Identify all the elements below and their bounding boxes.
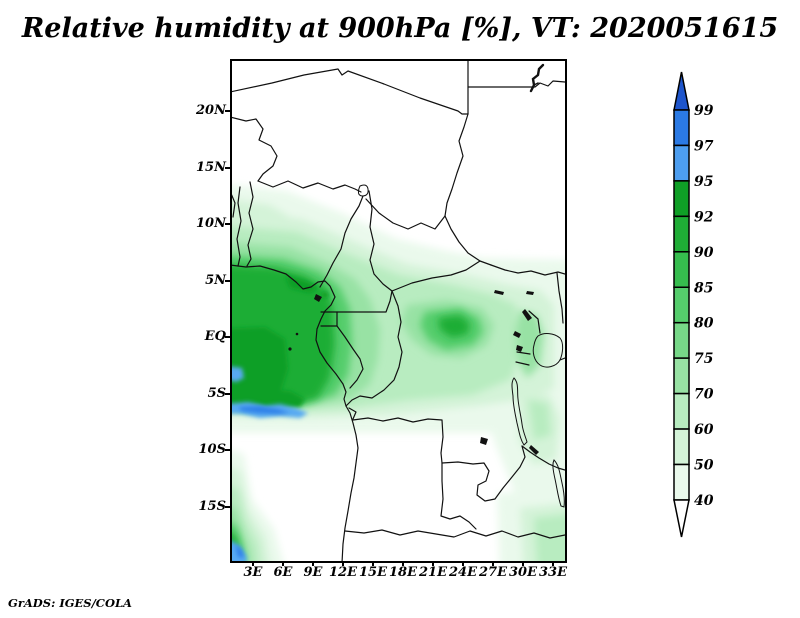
colorbar-label: 99 [694,103,714,119]
colorbar-label: 90 [694,245,714,261]
colorbar-segment [673,463,690,501]
colorbar-segment [673,144,690,182]
lon-tick [492,561,494,566]
lon-tick-label: 6E [273,565,293,580]
lat-tick-label: EQ [204,329,226,344]
colorbar-label: 40 [694,493,714,509]
lon-tick-label: 12E [329,565,357,580]
lon-tick-label: 3E [243,565,263,580]
colorbar-segment [673,428,690,466]
lon-tick [252,561,254,566]
colorbar-label: 80 [694,316,714,332]
lakes [288,290,565,508]
lat-tick [225,449,231,451]
colorbar-segment [673,215,690,253]
lat-tick-label: 20N [196,103,226,118]
lat-tick [225,223,231,225]
colorbar-arrow-top [673,71,690,111]
lat-tick [225,336,231,338]
lon-tick-label: 15E [359,565,387,580]
humidity-shading [232,184,565,561]
lon-tick [552,561,554,566]
lon-tick [462,561,464,566]
lon-tick [282,561,284,566]
lon-tick [312,561,314,566]
lat-tick-label: 15N [196,160,226,175]
colorbar-arrow-bottom [673,499,690,538]
colorbar-label: 92 [694,209,714,225]
lon-tick-label: 27E [479,565,507,580]
lon-tick [522,561,524,566]
lon-tick [402,561,404,566]
lat-tick [225,393,231,395]
lat-tick-label: 15S [198,499,226,514]
nile-river [529,63,545,93]
lat-tick-label: 5S [207,386,226,401]
lon-tick-label: 18E [389,565,417,580]
lon-tick-label: 33E [539,565,567,580]
colorbar-label: 75 [694,351,713,367]
colorbar-label: 97 [694,139,714,155]
lat-tick [225,506,231,508]
lat-tick [225,110,231,112]
lat-tick-label: 10N [196,216,226,231]
lon-tick [372,561,374,566]
lon-tick-label: 24E [449,565,477,580]
colorbar-segment [673,357,690,395]
country-borders [232,61,565,561]
colorbar-label: 70 [694,387,714,403]
lat-tick [225,280,231,282]
colorbar-segment [673,180,690,218]
plot-title: Relative humidity at 900hPa [%], VT: 202… [21,13,779,44]
lat-tick [225,167,231,169]
lat-tick-label: 5N [205,273,226,288]
colorbar-label: 95 [694,174,713,190]
colorbar-segment [673,286,690,324]
colorbar-label: 85 [694,280,713,296]
lon-tick-label: 30E [509,565,537,580]
map-frame [230,59,567,563]
lon-tick-label: 21E [419,565,447,580]
colorbar-label: 50 [694,458,714,474]
grads-credit: GrADS: IGES/COLA [8,596,132,610]
colorbar-segment [673,251,690,289]
colorbar: 99 97 95 92 90 85 80 75 70 60 50 40 [673,71,714,538]
lon-tick-label: 9E [303,565,323,580]
colorbar-segment [673,321,690,359]
lon-tick [432,561,434,566]
lat-tick-label: 10S [198,442,226,457]
lon-tick [342,561,344,566]
map-canvas [232,61,565,561]
colorbar-segment [673,109,690,147]
colorbar-label: 60 [694,422,714,438]
colorbar-segment [673,392,690,430]
